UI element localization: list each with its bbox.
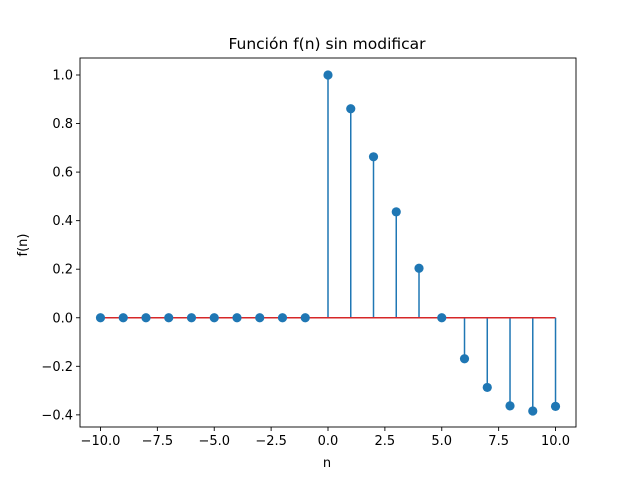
data-point: [209, 313, 219, 323]
data-point: [164, 313, 174, 323]
data-point: [459, 354, 470, 364]
data-point: [232, 313, 242, 323]
data-point: [346, 104, 356, 114]
data-point: [141, 313, 151, 323]
data-point: [118, 313, 128, 323]
y-tick-label: 0.6: [52, 166, 73, 181]
plot-area: [95, 70, 561, 416]
x-tick-label: 10.0: [541, 434, 570, 449]
y-tick-label: −0.2: [41, 360, 73, 375]
x-tick-label: −10.0: [81, 434, 121, 449]
data-point: [368, 152, 379, 162]
y-tick-label: 0.4: [52, 214, 73, 229]
data-point: [277, 313, 288, 323]
x-axis-label: n: [323, 456, 331, 471]
axes: −10.0 −7.5 −5.0 −2.5 0.0 2.5 5.0 7.5 10.0 −0.4 −0.…: [41, 57, 577, 449]
chart-title: Función f(n) sin modificar: [228, 35, 426, 53]
y-tick-label: 1.0: [52, 68, 73, 83]
x-tick-label: −7.5: [142, 434, 174, 449]
x-tick-label: 2.5: [375, 434, 396, 449]
data-point: [414, 263, 424, 273]
y-tick-label: 0.0: [52, 311, 73, 326]
y-axis-label: f(n): [16, 234, 31, 257]
data-point: [505, 401, 515, 411]
data-point: [528, 406, 538, 416]
data-point: [300, 313, 310, 323]
y-tick-label: 0.2: [52, 263, 73, 278]
x-tick-label: −2.5: [255, 434, 287, 449]
data-point: [391, 207, 401, 217]
data-point: [95, 313, 106, 323]
data-point: [186, 313, 197, 323]
data-point: [323, 70, 333, 80]
data-point: [482, 382, 492, 393]
y-tick-label: 0.8: [52, 117, 73, 132]
x-tick-label: 0.0: [318, 434, 339, 449]
data-point: [255, 313, 265, 323]
x-tick-label: 5.0: [431, 434, 452, 449]
x-tick-label: −5.0: [198, 434, 230, 449]
y-tick-label: −0.4: [41, 408, 73, 423]
data-point: [550, 401, 561, 411]
data-point: [437, 313, 447, 323]
x-tick-label: 7.5: [488, 434, 509, 449]
